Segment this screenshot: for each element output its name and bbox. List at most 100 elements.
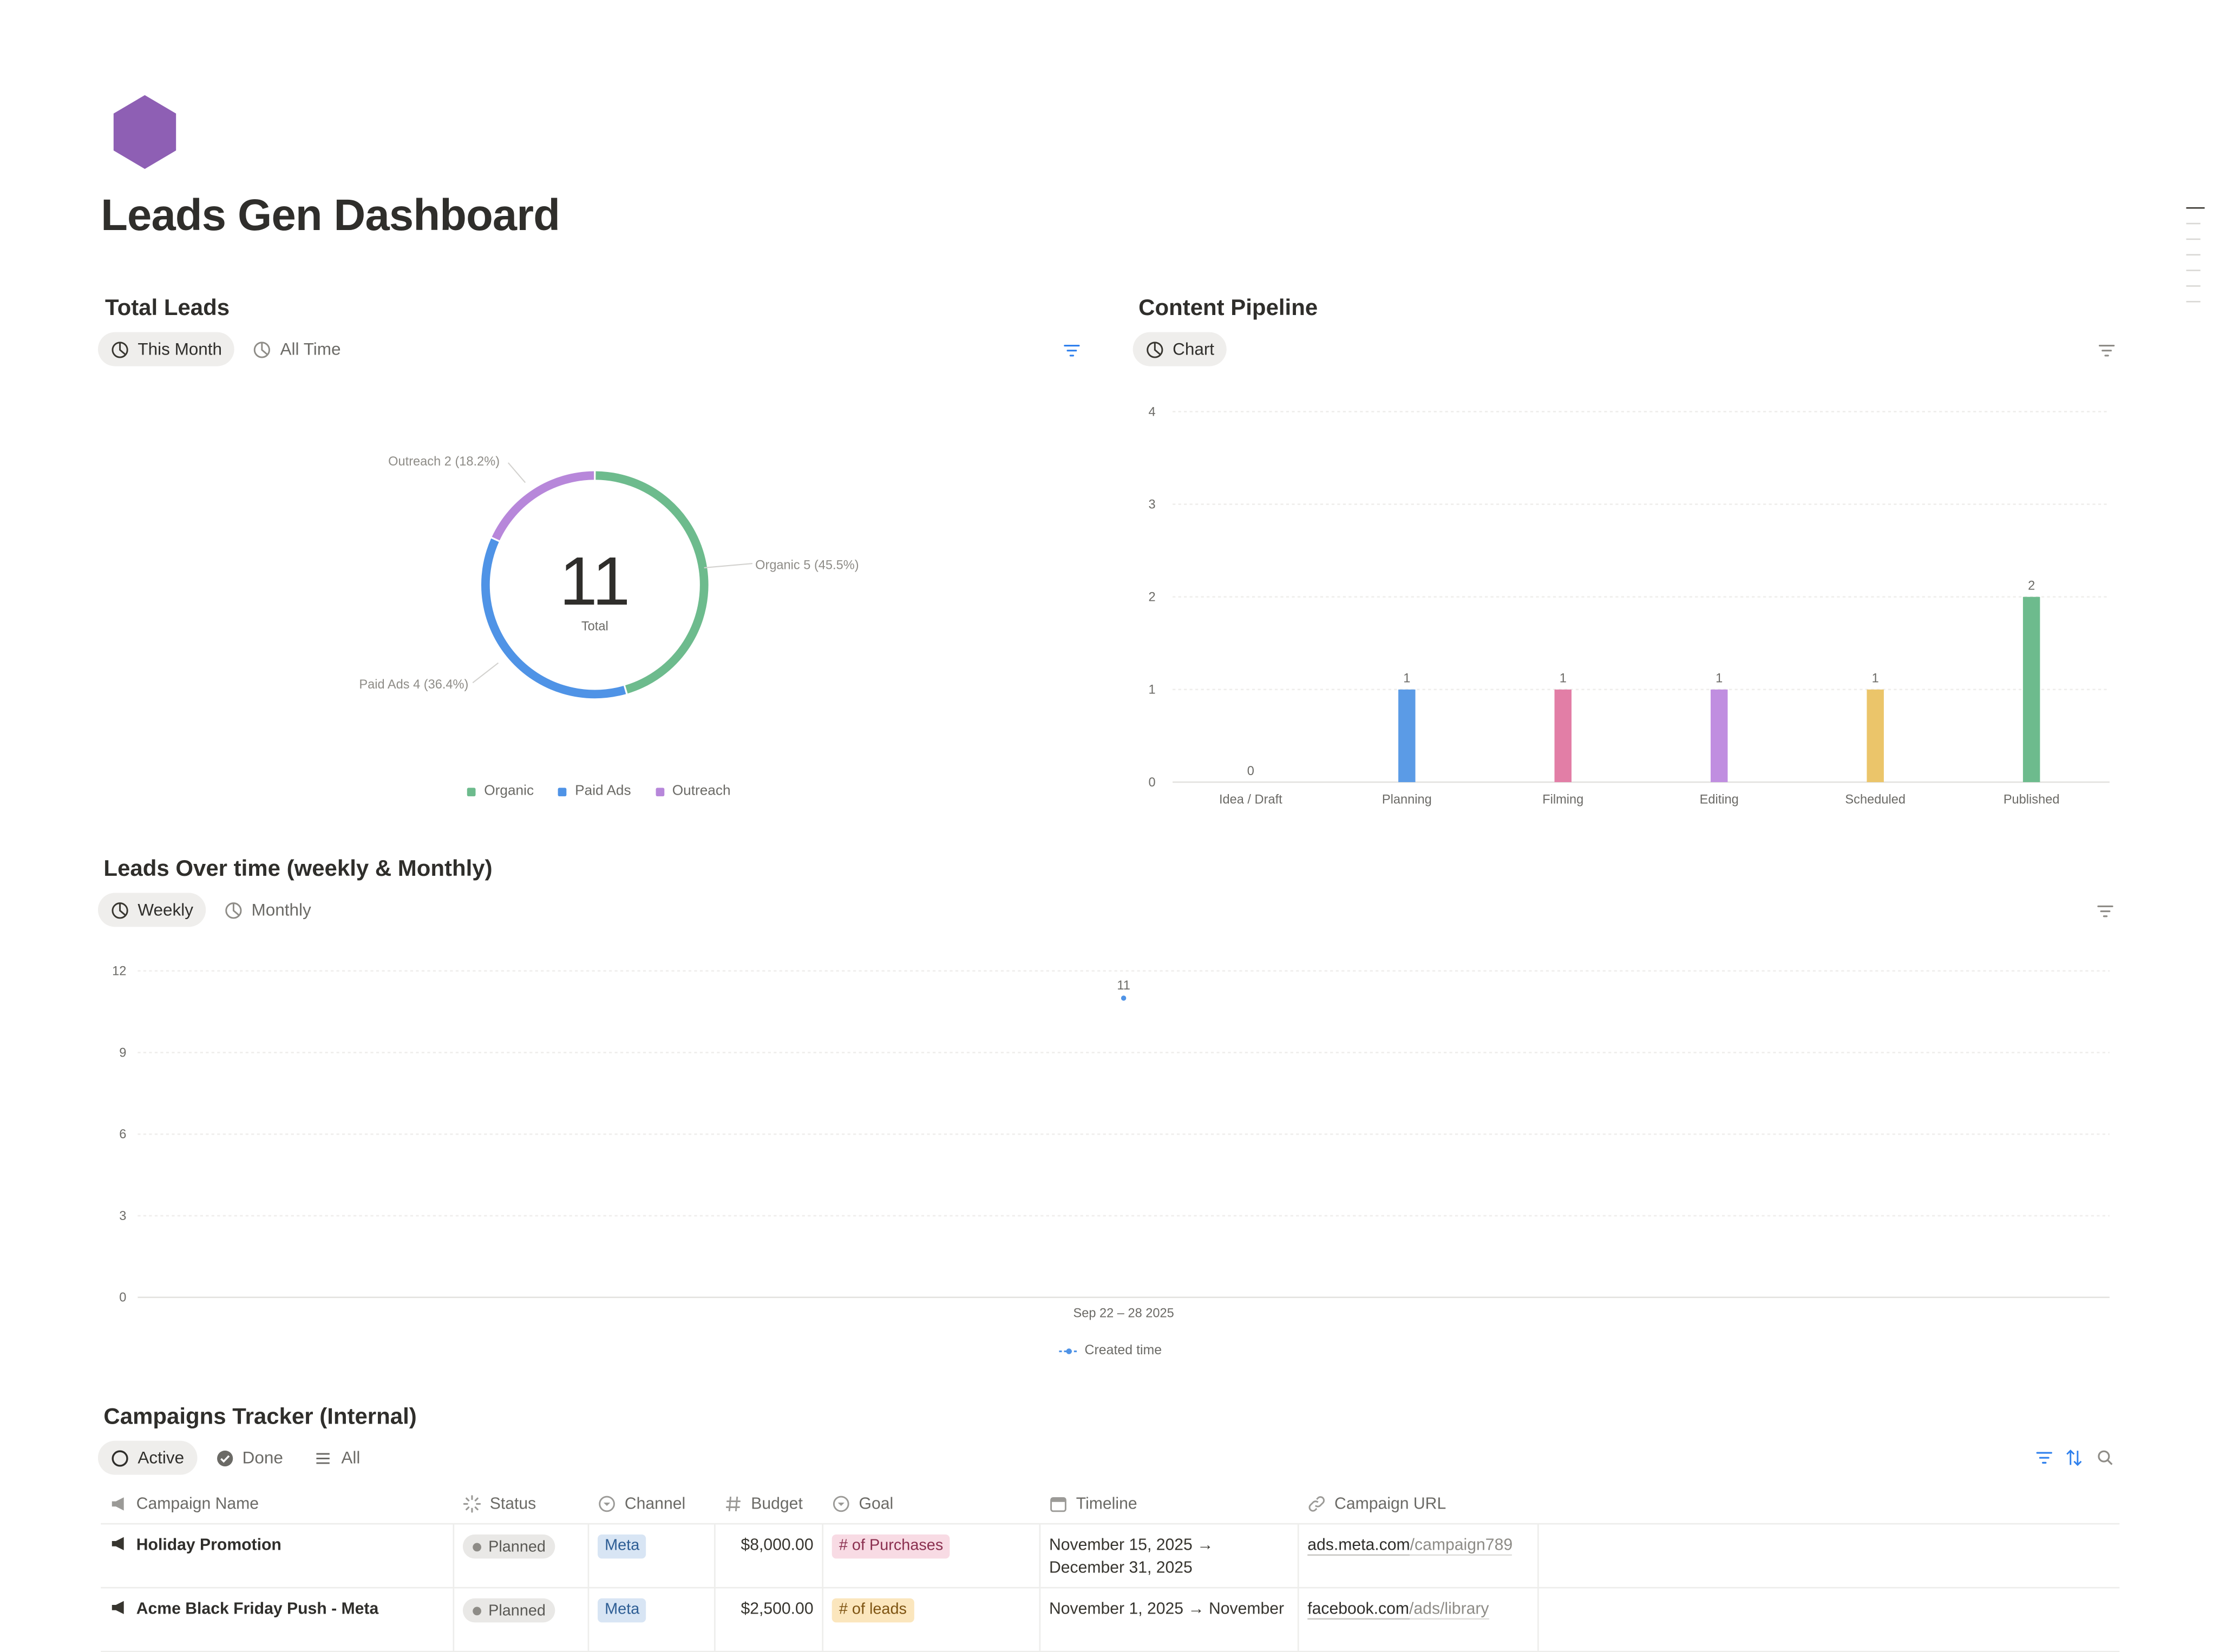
- budget-cell[interactable]: $2,500.00: [716, 1588, 823, 1651]
- outreach-slice[interactable]: [492, 471, 594, 541]
- toc-line[interactable]: [2186, 207, 2205, 209]
- tab-active[interactable]: Active: [97, 1440, 197, 1475]
- timeline-value: November 1, 2025 → November: [1049, 1601, 1285, 1618]
- tab-monthly[interactable]: Monthly: [212, 893, 324, 927]
- campaign-name-cell[interactable]: Acme Black Friday Push - Meta: [101, 1588, 455, 1651]
- tab-this-month[interactable]: This Month: [97, 332, 235, 366]
- list-icon: [317, 1452, 330, 1464]
- budget-cell[interactable]: $8,000.00: [716, 1524, 823, 1587]
- hexagon-icon[interactable]: [111, 94, 179, 171]
- campaign-name[interactable]: Acme Black Friday Push - Meta: [136, 1601, 379, 1618]
- x-tick-label: Planning: [1382, 792, 1432, 807]
- column-label: Status: [489, 1495, 536, 1513]
- line-legend-marker: [1059, 1347, 1079, 1354]
- tab-label: All Time: [280, 339, 341, 359]
- status-label: Planned: [488, 1538, 546, 1555]
- tab-done[interactable]: Done: [202, 1441, 296, 1475]
- filter-icon[interactable]: [2036, 1451, 2053, 1465]
- table-header: Campaign Name Status Channel Budget Goal…: [101, 1485, 2120, 1525]
- campaign-name-cell[interactable]: Holiday Promotion: [101, 1524, 455, 1587]
- toc-line[interactable]: [2186, 270, 2201, 271]
- column-header-campaign-url[interactable]: Campaign URL: [1299, 1494, 1538, 1513]
- campaign-url-cell[interactable]: ads.meta.com/campaign789: [1299, 1524, 1539, 1587]
- table-row[interactable]: Holiday Promotion Planned Meta $8,000.00…: [101, 1524, 2120, 1589]
- filter-icon[interactable]: [2098, 344, 2115, 358]
- budget-value: $8,000.00: [741, 1537, 814, 1555]
- page-title: Leads Gen Dashboard: [101, 190, 560, 240]
- search-icon[interactable]: [2097, 1449, 2113, 1466]
- legend-label: Outreach: [672, 783, 731, 799]
- legend-swatch: [558, 787, 567, 796]
- column-header-status[interactable]: Status: [454, 1494, 589, 1513]
- url-path: /campaign789: [1410, 1537, 1513, 1556]
- goal-cell[interactable]: # of Purchases: [823, 1524, 1041, 1587]
- legend-item-outreach: Outreach: [655, 783, 731, 799]
- toc-line[interactable]: [2186, 238, 2201, 240]
- toc-line[interactable]: [2186, 222, 2201, 225]
- legend-swatch: [467, 787, 476, 796]
- toc-line[interactable]: [2186, 300, 2201, 303]
- status-cell[interactable]: Planned: [454, 1524, 590, 1587]
- line-legend-label: Created time: [1084, 1342, 1162, 1359]
- channel-tag: Meta: [598, 1598, 647, 1623]
- toc-line[interactable]: [2186, 254, 2201, 256]
- campaign-url-link[interactable]: facebook.com/ads/library: [1307, 1598, 1489, 1621]
- link-icon: [1308, 1496, 1325, 1512]
- tab-all-time[interactable]: All Time: [240, 332, 353, 366]
- filter-icon[interactable]: [2097, 904, 2113, 918]
- url-host: facebook.com: [1307, 1601, 1410, 1620]
- tab-label: This Month: [138, 339, 222, 359]
- tab-weekly[interactable]: Weekly: [97, 893, 206, 927]
- bar[interactable]: [1867, 689, 1884, 782]
- organic-leader-line: [704, 563, 752, 569]
- sort-icon[interactable]: [2066, 1449, 2083, 1466]
- legend-item-organic: Organic: [467, 784, 534, 799]
- bar-value-label: 1: [1403, 672, 1410, 686]
- column-label: Campaign Name: [136, 1495, 259, 1513]
- legend-label: Organic: [484, 783, 534, 799]
- column-label: Budget: [751, 1495, 803, 1513]
- donut-total-label: Total: [581, 619, 608, 633]
- column-header-channel[interactable]: Channel: [589, 1494, 715, 1513]
- tab-chart[interactable]: Chart: [1132, 332, 1227, 366]
- paid-ads-slice[interactable]: [481, 538, 626, 699]
- line-point[interactable]: [1121, 995, 1127, 1001]
- status-dot: [473, 1606, 481, 1615]
- campaign-url-cell[interactable]: facebook.com/ads/library: [1299, 1588, 1539, 1651]
- timeline-cell[interactable]: November 1, 2025 → November: [1040, 1588, 1299, 1651]
- y-tick-label: 9: [119, 1046, 126, 1060]
- toc-line[interactable]: [2186, 285, 2201, 287]
- bar[interactable]: [1554, 689, 1572, 782]
- campaign-name[interactable]: Holiday Promotion: [136, 1537, 281, 1555]
- organic-slice[interactable]: [595, 471, 709, 694]
- select-icon: [833, 1496, 849, 1512]
- campaign-url-link[interactable]: ads.meta.com/campaign789: [1307, 1535, 1513, 1557]
- point-value-label: 11: [1117, 979, 1130, 993]
- total-leads-tabs: This Month All Time: [97, 332, 353, 366]
- chart-pie-icon: [112, 901, 128, 919]
- table-of-contents[interactable]: [2186, 207, 2205, 317]
- status-cell[interactable]: Planned: [454, 1588, 590, 1651]
- tab-label: Monthly: [251, 900, 311, 920]
- chart-pie-icon: [112, 341, 128, 358]
- filter-icon[interactable]: [1063, 344, 1080, 358]
- donut-chart: 11 Total Organic 5 (45.5%) Paid Ads 4 (3…: [359, 455, 859, 699]
- y-tick-label: 1: [1149, 683, 1156, 697]
- url-path: /ads/library: [1409, 1601, 1489, 1620]
- table-row[interactable]: Acme Black Friday Push - Meta Planned Me…: [101, 1588, 2120, 1652]
- bar[interactable]: [1398, 689, 1416, 782]
- column-header-timeline[interactable]: Timeline: [1040, 1494, 1299, 1513]
- channel-cell[interactable]: Meta: [589, 1524, 716, 1587]
- outreach-leader-line: [508, 462, 526, 483]
- timeline-cell[interactable]: November 15, 2025 → December 31, 2025: [1040, 1524, 1299, 1587]
- bar[interactable]: [1710, 689, 1728, 782]
- goal-cell[interactable]: # of leads: [823, 1588, 1041, 1651]
- bar-value-label: 1: [1872, 672, 1879, 686]
- column-header-campaign-name[interactable]: Campaign Name: [101, 1494, 454, 1513]
- column-header-goal[interactable]: Goal: [823, 1494, 1040, 1513]
- channel-cell[interactable]: Meta: [589, 1588, 716, 1651]
- tab-all[interactable]: All: [302, 1441, 373, 1475]
- bar[interactable]: [2022, 596, 2040, 782]
- column-header-budget[interactable]: Budget: [716, 1494, 823, 1513]
- tab-label: Chart: [1173, 339, 1215, 359]
